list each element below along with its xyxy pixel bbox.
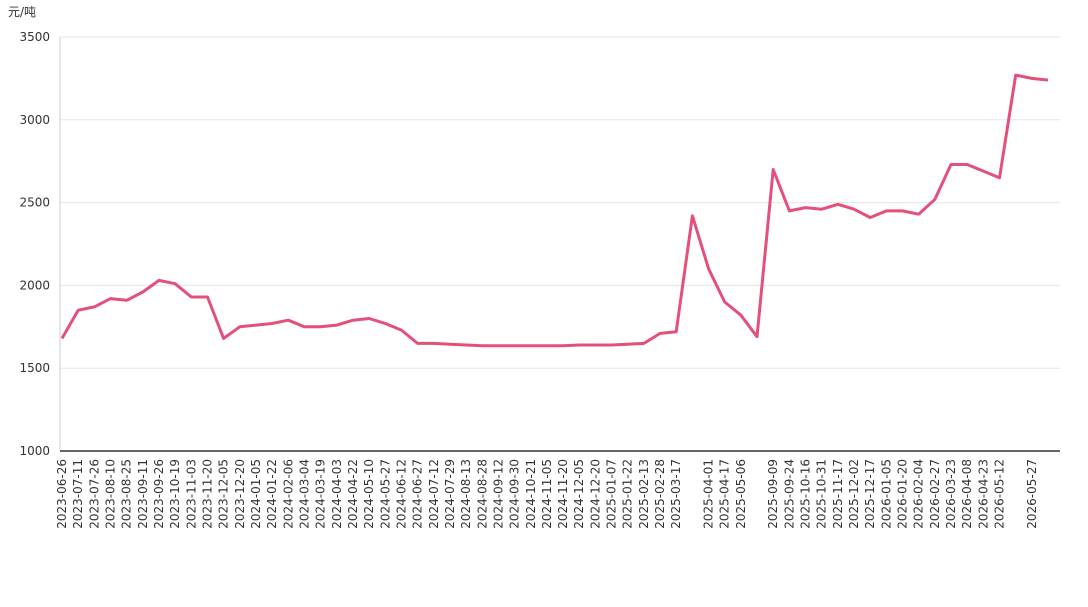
x-tick-label: 2024-01-22 bbox=[265, 459, 279, 529]
x-tick-label: 2024-04-03 bbox=[330, 459, 344, 529]
y-axis-label: 元/吨 bbox=[8, 5, 36, 19]
x-tick-label: 2024-03-19 bbox=[314, 459, 328, 529]
x-tick-label: 2025-09-24 bbox=[782, 459, 796, 529]
x-tick-label: 2025-11-17 bbox=[831, 459, 845, 529]
x-tick-label: 2024-11-05 bbox=[540, 459, 554, 529]
x-tick-label: 2024-06-12 bbox=[394, 459, 408, 529]
x-tick-label: 2023-12-20 bbox=[233, 459, 247, 529]
x-tick-label: 2026-05-12 bbox=[993, 459, 1007, 529]
x-tick-label: 2025-04-17 bbox=[718, 459, 732, 529]
x-tick-label: 2025-02-28 bbox=[653, 459, 667, 529]
x-tick-label: 2024-09-12 bbox=[491, 459, 505, 529]
y-tick-label: 1000 bbox=[19, 444, 50, 458]
x-tick-label: 2026-02-27 bbox=[928, 459, 942, 529]
x-tick-label: 2024-07-12 bbox=[427, 459, 441, 529]
x-tick-label: 2024-07-29 bbox=[443, 459, 457, 529]
x-tick-label: 2025-01-22 bbox=[621, 459, 635, 529]
x-tick-label: 2026-05-27 bbox=[1025, 459, 1039, 529]
x-tick-label: 2024-08-28 bbox=[475, 459, 489, 529]
x-tick-label: 2023-12-05 bbox=[217, 459, 231, 529]
x-tick-label: 2025-10-31 bbox=[815, 459, 829, 529]
x-tick-label: 2026-01-05 bbox=[879, 459, 893, 529]
x-tick-label: 2025-12-02 bbox=[847, 459, 861, 529]
x-tick-label: 2024-05-27 bbox=[378, 459, 392, 529]
x-tick-label: 2024-05-10 bbox=[362, 459, 376, 529]
y-tick-label: 3000 bbox=[19, 113, 50, 127]
x-tick-label: 2023-09-26 bbox=[152, 459, 166, 529]
x-tick-label: 2023-08-10 bbox=[103, 459, 117, 529]
x-tick-label: 2026-04-23 bbox=[976, 459, 990, 529]
x-tick-label: 2026-03-23 bbox=[944, 459, 958, 529]
x-tick-label: 2025-09-09 bbox=[766, 459, 780, 529]
x-tick-label: 2025-03-17 bbox=[669, 459, 683, 529]
x-tick-label: 2024-08-13 bbox=[459, 459, 473, 529]
x-tick-label: 2024-09-30 bbox=[508, 459, 522, 529]
x-tick-label: 2024-04-22 bbox=[346, 459, 360, 529]
x-tick-label: 2023-08-25 bbox=[120, 459, 134, 529]
x-tick-label: 2023-07-26 bbox=[87, 459, 101, 529]
x-tick-label: 2025-02-13 bbox=[637, 459, 651, 529]
series-line bbox=[60, 73, 1049, 348]
x-tick-label: 2024-02-06 bbox=[281, 459, 295, 529]
y-tick-label: 1500 bbox=[19, 361, 50, 375]
x-tick-label: 2025-01-07 bbox=[605, 459, 619, 529]
x-tick-label: 2024-10-21 bbox=[524, 459, 538, 529]
x-tick-label: 2023-06-26 bbox=[55, 459, 69, 529]
x-tick-label: 2023-10-19 bbox=[168, 459, 182, 529]
x-tick-label: 2025-10-16 bbox=[799, 459, 813, 529]
x-tick-label: 2023-11-03 bbox=[184, 459, 198, 529]
x-tick-label: 2025-04-01 bbox=[702, 459, 716, 529]
y-tick-label: 3500 bbox=[19, 30, 50, 44]
x-tick-label: 2024-12-05 bbox=[572, 459, 586, 529]
x-tick-label: 2023-07-11 bbox=[71, 459, 85, 529]
x-tick-label: 2024-03-04 bbox=[297, 459, 311, 529]
x-tick-label: 2026-02-04 bbox=[912, 459, 926, 529]
y-tick-label: 2500 bbox=[19, 196, 50, 210]
x-tick-label: 2025-12-17 bbox=[863, 459, 877, 529]
x-tick-label: 2024-11-20 bbox=[556, 459, 570, 529]
x-tick-label: 2023-11-20 bbox=[200, 459, 214, 529]
x-tick-label: 2024-01-05 bbox=[249, 459, 263, 529]
x-tick-label: 2026-01-20 bbox=[896, 459, 910, 529]
x-tick-label: 2024-12-20 bbox=[588, 459, 602, 529]
x-tick-label: 2024-06-27 bbox=[411, 459, 425, 529]
y-tick-label: 2000 bbox=[19, 278, 50, 292]
x-tick-label: 2023-09-11 bbox=[136, 459, 150, 529]
x-tick-label: 2025-05-06 bbox=[734, 459, 748, 529]
x-tick-label: 2026-04-08 bbox=[960, 459, 974, 529]
